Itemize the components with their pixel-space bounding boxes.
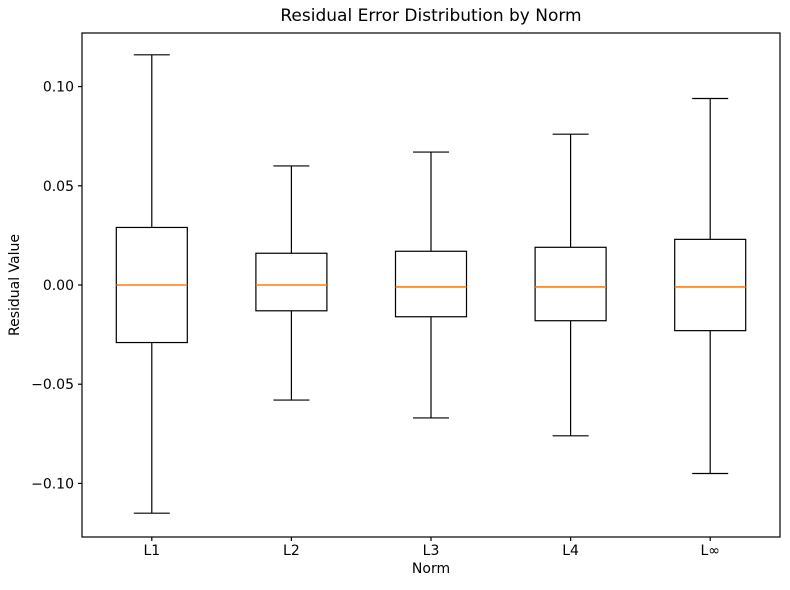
y-tick-label: 0.00 [43, 278, 74, 294]
y-tick-label: 0.05 [43, 179, 74, 195]
chart-title: Residual Error Distribution by Norm [280, 6, 582, 26]
y-tick-label: −0.10 [31, 476, 74, 492]
iqr-box [255, 252, 328, 312]
y-tick-label: −0.05 [31, 377, 74, 393]
x-tick-label: L2 [283, 543, 300, 559]
iqr-box [534, 246, 607, 322]
y-axis-label: Residual Value [7, 233, 23, 337]
x-tick-label: L1 [143, 543, 160, 559]
y-tick-label: 0.10 [43, 80, 74, 96]
iqr-box [394, 250, 468, 318]
x-tick-label: L3 [423, 543, 440, 559]
iqr-box [674, 238, 747, 332]
x-tick-label: L∞ [700, 543, 719, 559]
x-tick-label: L4 [562, 543, 579, 559]
x-axis-label: Norm [411, 561, 451, 577]
